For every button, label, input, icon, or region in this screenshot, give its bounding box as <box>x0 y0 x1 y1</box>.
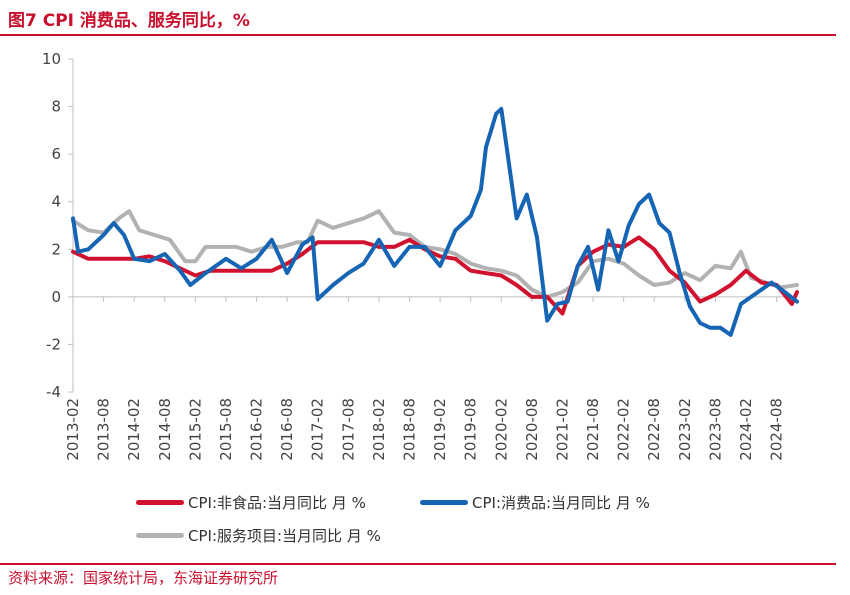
x-tick-label: 2019-08 <box>462 398 480 461</box>
x-tick-label: 2016-02 <box>248 398 266 461</box>
x-tick-label: 2018-08 <box>401 398 419 461</box>
series-line-non-food <box>71 235 799 316</box>
x-tick-label: 2023-02 <box>676 398 694 461</box>
x-tick-label: 2022-02 <box>615 398 633 461</box>
y-tick-label: 10 <box>42 50 61 68</box>
y-tick-label: 4 <box>51 193 61 211</box>
x-tick-label: 2024-08 <box>768 398 786 461</box>
legend-swatch-services <box>136 533 184 538</box>
x-tick-label: 2015-02 <box>186 398 204 461</box>
legend-swatch-consumer-goods <box>420 500 468 505</box>
legend-label-consumer-goods: CPI:消费品:当月同比 月 % <box>472 494 650 512</box>
x-tick-label: 2019-02 <box>431 398 449 461</box>
x-tick-label: 2016-08 <box>278 398 296 461</box>
x-tick-label: 2022-08 <box>645 398 663 461</box>
title-rule <box>0 34 836 36</box>
x-tick-label: 2020-08 <box>523 398 541 461</box>
x-tick-label: 2015-08 <box>217 398 235 461</box>
y-tick-label: 2 <box>51 240 61 258</box>
x-tick-label: 2013-02 <box>64 398 82 461</box>
series-line-consumer-goods <box>71 106 799 337</box>
x-tick-label: 2018-02 <box>370 398 388 461</box>
legend-item-services: CPI:服务项目:当月同比 月 % <box>136 525 381 546</box>
x-tick-label: 2024-02 <box>737 398 755 461</box>
y-tick-label: -4 <box>46 383 61 401</box>
chart-title: 图7 CPI 消费品、服务同比，% <box>8 11 250 31</box>
legend-label-services: CPI:服务项目:当月同比 月 % <box>188 527 381 545</box>
x-tick-label: 2014-08 <box>156 398 174 461</box>
legend-swatch-non-food <box>136 500 184 505</box>
legend-item-non-food: CPI:非食品:当月同比 月 % <box>136 492 366 513</box>
x-tick-label: 2021-08 <box>584 398 602 461</box>
x-tick-label: 2017-08 <box>339 398 357 461</box>
x-tick-label: 2013-08 <box>95 398 113 461</box>
legend-item-consumer-goods: CPI:消费品:当月同比 月 % <box>420 492 650 513</box>
x-tick-label: 2017-02 <box>309 398 327 461</box>
x-tick-label: 2014-02 <box>125 398 143 461</box>
source-note: 资料来源：国家统计局，东海证券研究所 <box>8 569 279 587</box>
x-tick-label: 2020-02 <box>492 398 510 461</box>
y-tick-label: 8 <box>51 98 61 116</box>
y-tick-label: 0 <box>51 288 61 306</box>
y-tick-label: 6 <box>51 145 61 163</box>
y-tick-label: -2 <box>46 335 61 353</box>
legend-label-non-food: CPI:非食品:当月同比 月 % <box>188 494 366 512</box>
footer-rule <box>0 563 836 565</box>
x-tick-label: 2021-02 <box>553 398 571 461</box>
x-tick-label: 2023-08 <box>706 398 724 461</box>
